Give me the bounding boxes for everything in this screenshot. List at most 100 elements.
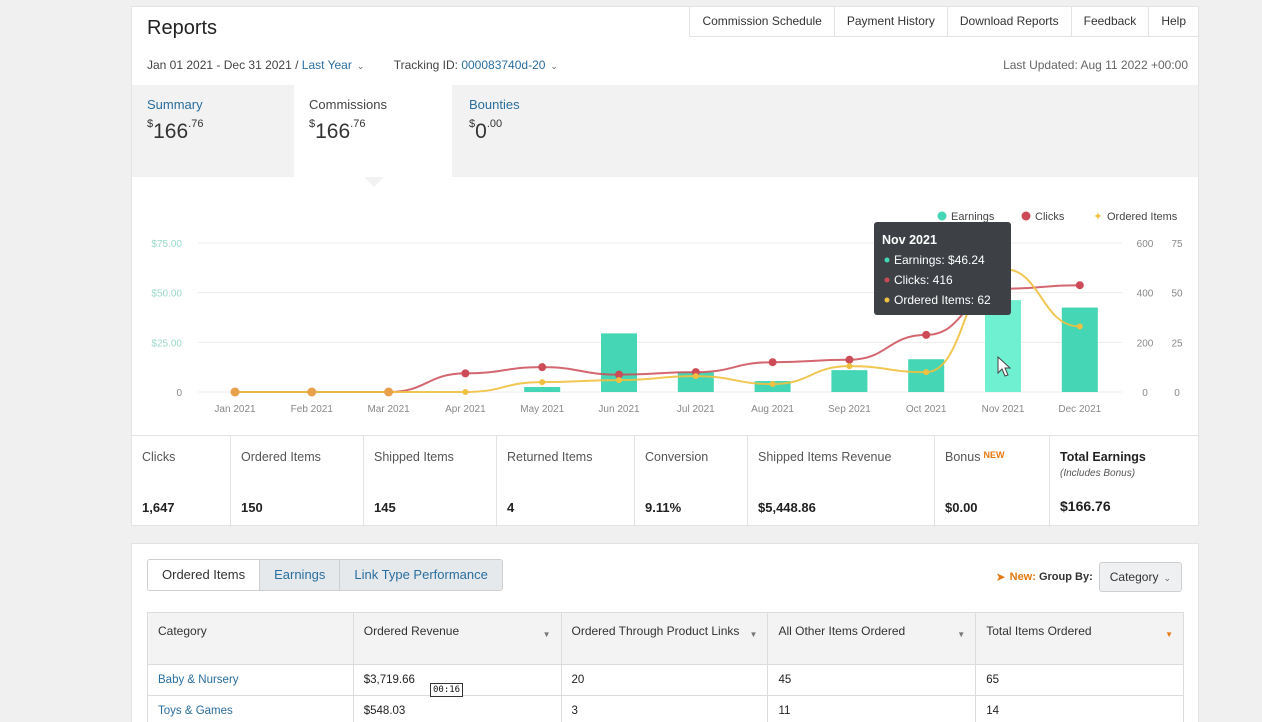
col-other-items[interactable]: All Other Items Ordered ▼ <box>767 612 977 665</box>
period-dropdown[interactable]: Last Year ⌄ <box>301 58 365 72</box>
payment-history-link[interactable]: Payment History <box>833 7 947 37</box>
tab-commissions-label: Commissions <box>309 97 388 112</box>
col-total-items[interactable]: Total Items Ordered ▼ <box>975 612 1184 665</box>
x-tick-label: Oct 2021 <box>906 404 947 415</box>
col-category[interactable]: Category <box>147 612 354 665</box>
chevron-down-icon: ⌄ <box>356 61 365 71</box>
tab-ordered-items[interactable]: Ordered Items <box>148 560 260 590</box>
ordered-items-point <box>923 369 930 376</box>
tracking-label: Tracking ID: <box>393 58 458 72</box>
ordered-items-point <box>462 389 469 395</box>
tooltip-dot <box>884 277 890 283</box>
ordered-items-point <box>769 381 776 388</box>
stat-total-earnings: Total Earnings (Includes Bonus) $166.76 <box>1060 450 1146 514</box>
x-tick-label: Mar 2021 <box>367 404 410 415</box>
sort-icon[interactable]: ▼ <box>542 630 551 639</box>
tooltip-dot <box>884 257 890 263</box>
category-link[interactable]: Toys & Games <box>147 695 354 722</box>
legend-marker <box>937 211 947 221</box>
x-tick-label: Dec 2021 <box>1058 404 1101 415</box>
help-link[interactable]: Help <box>1148 7 1198 37</box>
legend-label: Earnings <box>951 211 995 223</box>
ordered-items-table: Category Ordered Revenue ▼ Ordered Throug… <box>147 612 1184 722</box>
earnings-bar <box>1061 307 1098 392</box>
x-tick-label: Feb 2021 <box>291 404 334 415</box>
category-link[interactable]: Baby & Nursery <box>147 664 354 696</box>
left-tick-label: $75.00 <box>151 239 182 250</box>
clicks-point <box>538 363 547 372</box>
col-ordered-revenue[interactable]: Ordered Revenue ▼ <box>352 612 562 665</box>
clicks-point <box>461 369 470 378</box>
feedback-link[interactable]: Feedback <box>1070 7 1149 37</box>
right-tick-label: 50 <box>1171 289 1183 300</box>
zero-point <box>384 387 394 397</box>
cell: 3 <box>560 695 769 722</box>
cell: 11 <box>767 695 977 722</box>
tooltip-dot <box>884 297 890 303</box>
col-product-links[interactable]: Ordered Through Product Links ▼ <box>560 612 769 665</box>
x-tick-label: May 2021 <box>520 404 564 415</box>
sort-active-icon[interactable]: ▼ <box>1165 630 1173 639</box>
video-timestamp: 00:16 <box>430 683 464 697</box>
tooltip-line: Clicks: 416 <box>894 273 953 287</box>
stats-row: Clicks 1,647 Ordered Items 150 Shipped Ite… <box>132 435 1198 527</box>
ordered-items-point <box>692 373 699 380</box>
stat-conversion: Conversion 9.11% <box>635 436 748 527</box>
left-tick-label: $50.00 <box>151 289 182 300</box>
legend-label: Ordered Items <box>1107 211 1178 223</box>
tab-link-type-performance[interactable]: Link Type Performance <box>339 560 502 590</box>
x-tick-label: Aug 2021 <box>751 404 794 415</box>
stat-returned-items: Returned Items 4 <box>497 436 635 527</box>
tooltip-title: Nov 2021 <box>882 233 937 247</box>
zero-point <box>230 387 240 397</box>
left-tick-label: 0 <box>176 388 182 399</box>
ordered-items-point <box>616 377 622 384</box>
earnings-bar <box>831 370 868 392</box>
x-tick-label: Apr 2021 <box>445 404 486 415</box>
chevron-down-icon: ⌄ <box>550 61 558 71</box>
group-by: ➤ New: Group By: Category ⌄ <box>996 562 1182 592</box>
cell: $548.03 <box>352 695 562 722</box>
cell: 14 <box>975 695 1184 722</box>
tab-summary[interactable]: Summary $166.76 <box>132 85 294 179</box>
page-title: Reports <box>147 17 218 39</box>
clicks-point <box>1075 281 1084 290</box>
right-tick-label: 200 <box>1137 338 1154 349</box>
download-reports-link[interactable]: Download Reports <box>946 7 1071 37</box>
tracking-id-dropdown[interactable]: 000083740d-20 ⌄ <box>461 58 558 72</box>
right-tick-label: 0 <box>1142 388 1148 399</box>
tooltip-line: Ordered Items: 62 <box>894 293 991 307</box>
legend-label: Clicks <box>1035 211 1065 223</box>
right-tick-label: 400 <box>1137 289 1154 300</box>
stat-bonus: Bonus NEW $0.00 <box>935 436 1050 527</box>
tab-bounties[interactable]: Bounties $0.00 <box>454 85 614 179</box>
top-nav: Commission Schedule Payment History Down… <box>689 7 1198 37</box>
right-tick-label: 25 <box>1171 338 1183 349</box>
tab-commissions[interactable]: Commissions $166.76 <box>294 85 452 179</box>
zero-point <box>307 387 317 397</box>
ordered-items-point <box>1076 323 1083 330</box>
commission-schedule-link[interactable]: Commission Schedule <box>689 7 834 37</box>
date-range: Jan 01 2021 - Dec 31 2021 / <box>147 58 299 72</box>
earnings-bar <box>985 300 1021 392</box>
tab-summary-label: Summary <box>147 97 203 112</box>
tab-earnings[interactable]: Earnings <box>259 560 340 590</box>
active-tab-caret <box>364 177 384 187</box>
earnings-bar <box>908 359 945 392</box>
last-updated: Last Updated: Aug 11 2022 +00:00 <box>1003 58 1188 72</box>
stat-ordered-items: Ordered Items 150 <box>231 436 364 527</box>
table-row: Toys & Games $548.03 3 11 14 <box>147 695 1184 722</box>
group-by-select[interactable]: Category ⌄ <box>1098 562 1182 592</box>
right-tick-label: 600 <box>1137 239 1154 250</box>
table-tabs: Ordered Items Earnings Link Type Perform… <box>147 559 503 591</box>
chevron-down-icon: ⌄ <box>1163 573 1171 583</box>
cell: 65 <box>975 664 1184 696</box>
mouse-cursor-icon <box>997 355 1012 377</box>
sort-icon[interactable]: ▼ <box>957 630 966 639</box>
reports-card: Reports Commission Schedule Payment Hist… <box>131 6 1199 527</box>
sort-icon[interactable]: ▼ <box>749 630 758 639</box>
commissions-amount: $166.76 <box>309 118 366 143</box>
clicks-point <box>768 358 777 367</box>
ordered-items-point <box>539 379 546 386</box>
earnings-chart: 0 $25.00 $50.00 $75.00 0 200 400 600 0 25 50 75 Jan … <box>151 211 1183 415</box>
